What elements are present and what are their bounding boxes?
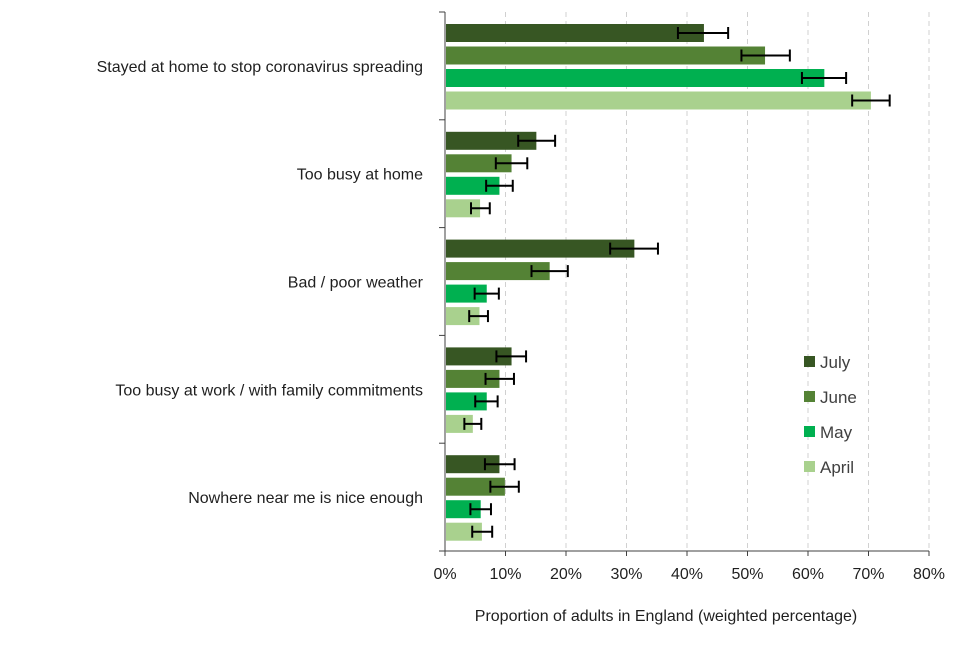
x-tick-label: 60% [792, 566, 824, 583]
bar [446, 284, 487, 303]
bar [446, 455, 500, 474]
category-label: Nowhere near me is nice enough [188, 490, 423, 507]
bar [446, 239, 635, 258]
category-labels: Stayed at home to stop coronavirus sprea… [97, 59, 424, 507]
bar [446, 69, 825, 87]
legend-label: June [820, 388, 857, 407]
legend-label: May [820, 423, 853, 442]
bar [446, 91, 871, 110]
x-tick-label: 50% [731, 566, 763, 583]
legend: July June May April [804, 353, 857, 477]
x-tick-label: 30% [610, 566, 642, 583]
bar [446, 24, 704, 42]
legend-swatch [804, 461, 815, 472]
category-label: Too busy at home [297, 167, 423, 184]
x-tick-label: 70% [852, 566, 884, 583]
legend-swatch [804, 426, 815, 437]
bar [446, 392, 487, 411]
bar [446, 46, 766, 65]
x-tick-label: 40% [671, 566, 703, 583]
axes [439, 11, 930, 556]
bar [446, 307, 480, 326]
category-label: Bad / poor weather [288, 275, 424, 292]
bar [446, 500, 481, 519]
x-axis-title: Proportion of adults in England (weighte… [475, 608, 857, 625]
x-tick-labels: 0% 10% 20% 30% 40% 50% 60% 70% 80% [433, 566, 945, 583]
bar [446, 262, 550, 281]
legend-label: July [820, 353, 851, 372]
bar [446, 347, 512, 366]
x-tick-label: 10% [489, 566, 521, 583]
bar [446, 131, 537, 150]
legend-swatch [804, 356, 815, 367]
legend-label: April [820, 458, 854, 477]
bar [446, 414, 473, 433]
x-tick-label: 0% [433, 566, 456, 583]
category-label: Too busy at work / with family commitmen… [115, 382, 423, 399]
category-label: Stayed at home to stop coronavirus sprea… [97, 59, 423, 76]
x-tick-label: 20% [550, 566, 582, 583]
legend-swatch [804, 391, 815, 402]
error-bars [463, 27, 891, 538]
x-tick-label: 80% [913, 566, 945, 583]
